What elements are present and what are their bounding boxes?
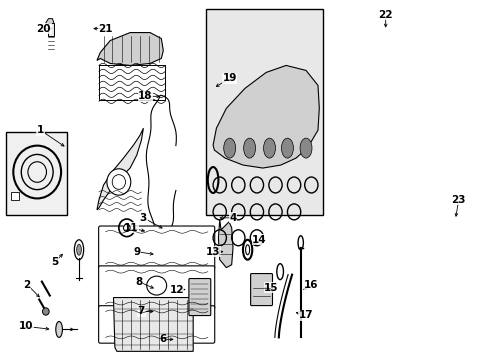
FancyBboxPatch shape [99,226,214,269]
Bar [48,23,54,36]
Text: 12: 12 [169,284,183,294]
Bar [6,132,67,215]
Text: 3: 3 [140,213,147,223]
Circle shape [107,169,130,195]
Text: 15: 15 [264,283,278,293]
Text: 19: 19 [222,73,236,84]
Ellipse shape [281,138,293,158]
Text: 22: 22 [378,10,392,20]
Text: 18: 18 [138,91,152,101]
Text: 6: 6 [160,334,166,345]
Text: 7: 7 [138,306,145,316]
Polygon shape [97,32,163,66]
Ellipse shape [224,138,235,158]
FancyBboxPatch shape [250,274,272,306]
Text: 10: 10 [19,321,33,332]
Ellipse shape [56,321,62,337]
Text: 9: 9 [133,247,140,257]
Polygon shape [213,66,319,168]
Text: 17: 17 [298,310,313,320]
Bar [206,9,323,215]
Text: 23: 23 [450,195,465,205]
Text: 13: 13 [205,247,220,257]
Bar [11,192,19,200]
Ellipse shape [77,244,81,255]
Text: 4: 4 [229,213,236,223]
Text: 16: 16 [304,280,318,289]
Circle shape [42,308,49,315]
FancyBboxPatch shape [99,306,214,343]
Text: 11: 11 [123,223,138,233]
Polygon shape [218,220,233,268]
FancyBboxPatch shape [99,266,214,309]
Ellipse shape [243,138,255,158]
Polygon shape [46,19,54,27]
Ellipse shape [300,138,311,158]
Text: 8: 8 [135,276,142,287]
Text: 2: 2 [23,280,31,289]
Text: 20: 20 [37,24,51,33]
Polygon shape [97,128,143,210]
Ellipse shape [74,240,83,260]
FancyBboxPatch shape [188,279,210,316]
Text: 1: 1 [37,125,44,135]
Ellipse shape [276,264,283,280]
Ellipse shape [263,138,275,158]
Text: 5: 5 [51,257,59,267]
Polygon shape [113,298,193,351]
Text: 21: 21 [98,24,113,33]
Text: 14: 14 [252,235,266,245]
